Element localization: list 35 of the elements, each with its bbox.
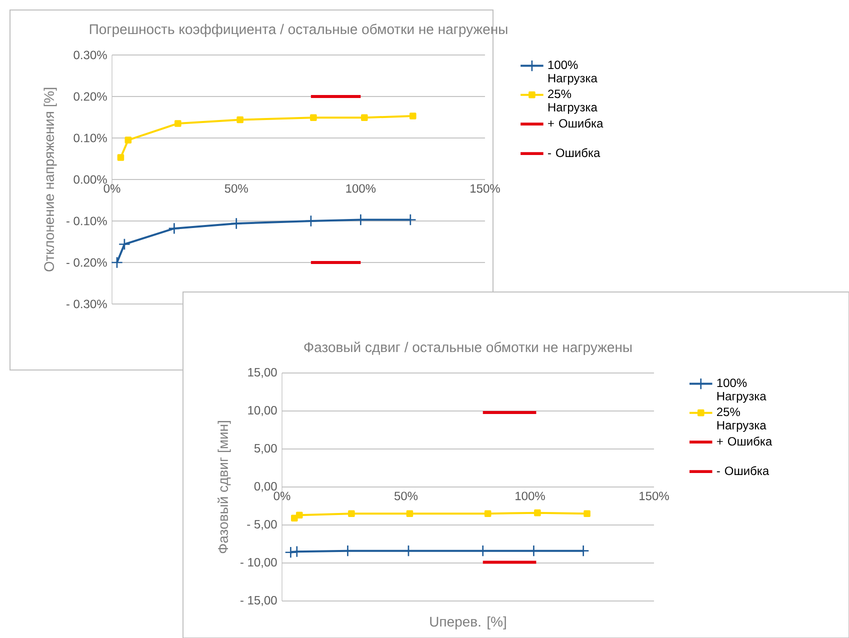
y-tick-label: 0,00 (254, 482, 277, 492)
legend-label: 100% Нагрузка (548, 60, 598, 85)
legend-label: - Ошибка (548, 148, 600, 158)
chart-title: Фазовый сдвиг / остальные обмотки не нагружены (304, 342, 632, 355)
y-tick-label: - 5,00 (247, 520, 277, 530)
legend-label: - Ошибка (716, 466, 770, 476)
y-tick-label: - 0.30% (66, 300, 107, 308)
y-tick-label: 0.20% (74, 92, 107, 101)
x-tick-label: 0% (274, 492, 290, 500)
legend-label: + Ошибка (548, 118, 604, 128)
y-axis-title: Фазовый сдвиг [мин] (217, 421, 231, 554)
x-tick-label: 150% (470, 184, 500, 193)
y-tick-label: 5,00 (254, 444, 277, 454)
x-tick-label: 150% (640, 492, 669, 500)
x-axis-title: Uперев. [%] (430, 616, 506, 630)
legend-label: + Ошибка (716, 436, 772, 446)
y-tick-label: 10,00 (248, 406, 277, 416)
y-tick-label: - 0.20% (66, 258, 107, 267)
y-tick-label: 15,00 (248, 368, 277, 378)
x-tick-label: 0% (104, 184, 120, 193)
legend-label: 25% Нагрузка (716, 408, 766, 432)
y-tick-label: 0.10% (74, 134, 107, 142)
y-tick-label: 0.00% (74, 175, 107, 184)
legend-label: 100% Нагрузка (717, 378, 766, 403)
legend-label: 25% Нагрузка (548, 90, 598, 114)
y-tick-label: 0.30% (74, 50, 107, 60)
x-tick-label: 50% (224, 184, 248, 193)
y-tick-label: - 10,00 (240, 558, 277, 568)
x-tick-label: 50% (394, 492, 418, 500)
y-tick-label: - 0.10% (66, 216, 107, 226)
x-tick-label: 100% (346, 184, 376, 193)
chart-title: Погрешность коэффициента / остальные обмотки не нагружены (90, 24, 508, 37)
x-tick-label: 100% (516, 492, 545, 500)
y-axis-title: Отклонение напряжения [%] (44, 88, 57, 272)
y-tick-label: - 15,00 (240, 596, 277, 606)
